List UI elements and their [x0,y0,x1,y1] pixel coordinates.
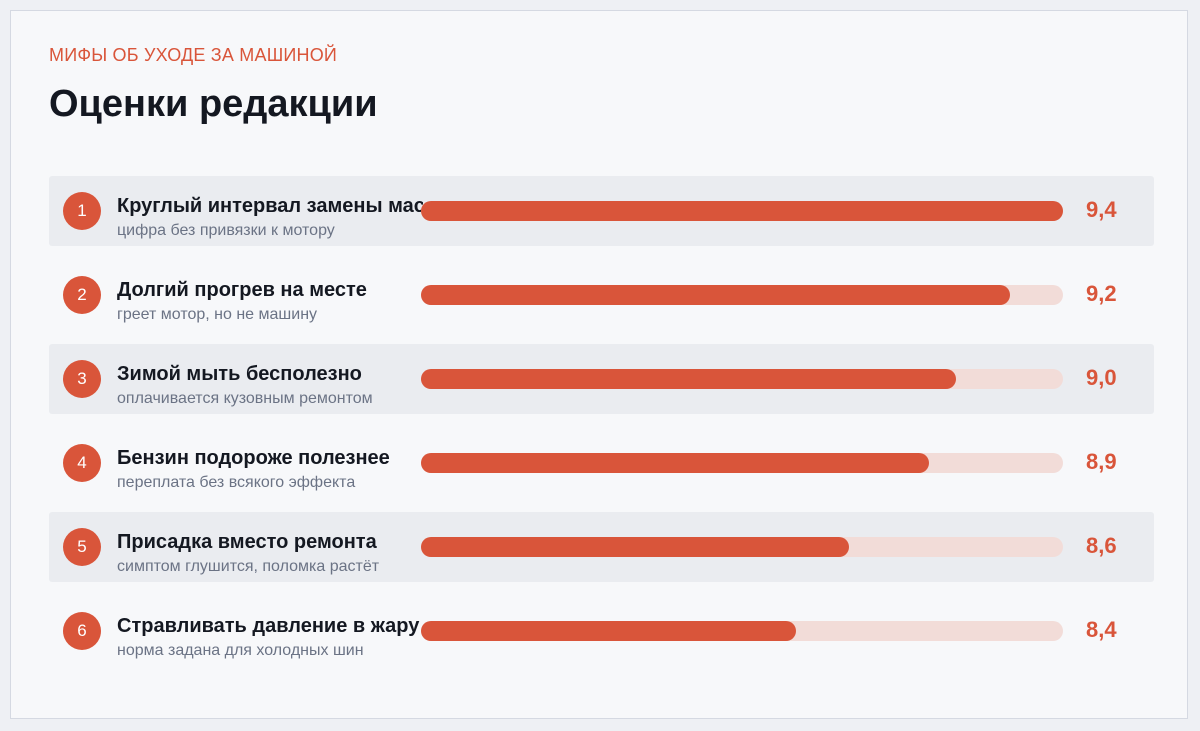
myth-label: Присадка вместо ремонта [117,531,377,553]
score-value: 9,4 [1086,197,1117,222]
score-value: 8,9 [1086,449,1117,474]
myth-label: Круглый интервал замены масла [117,195,423,217]
myth-subtitle: цифра без привязки к мотору [117,222,335,239]
rank-badge: 2 [63,276,101,314]
rating-row: 2 Долгий прогрев на месте греет мотор, н… [49,260,1154,330]
rank-badge: 4 [63,444,101,482]
bar-track [421,453,1063,473]
bar-fill [421,537,849,557]
myth-label: Долгий прогрев на месте [117,279,367,301]
bar-track [421,285,1063,305]
rank-badge: 3 [63,360,101,398]
page-title: Оценки редакции [49,83,378,125]
score-value: 8,4 [1086,617,1117,642]
bar-fill [421,369,956,389]
rating-row: 5 Присадка вместо ремонта симптом глушит… [49,512,1154,582]
rating-row: 6 Стравливать давление в жару норма зада… [49,596,1154,666]
rating-row: 3 Зимой мыть бесполезно оплачивается куз… [49,344,1154,414]
myth-subtitle: оплачивается кузовным ремонтом [117,390,373,407]
myth-subtitle: греет мотор, но не машину [117,306,318,323]
score-value: 9,0 [1086,365,1117,390]
rating-row: 4 Бензин подороже полезнее переплата без… [49,428,1154,498]
myth-subtitle: симптом глушится, поломка растёт [117,558,380,575]
bar-fill [421,453,930,473]
ratings-list: 1 Круглый интервал замены масла цифра бе… [49,176,1154,680]
rank-badge: 1 [63,192,101,230]
rank-badge: 6 [63,612,101,650]
bar-track [421,201,1063,221]
bar-fill [421,201,1063,221]
bar-fill [421,621,796,641]
bar-track [421,537,1063,557]
rank-badge: 5 [63,528,101,566]
bar-track [421,369,1063,389]
ratings-card: МИФЫ ОБ УХОДЕ ЗА МАШИНОЙ Оценки редакции… [10,10,1188,719]
kicker-label: МИФЫ ОБ УХОДЕ ЗА МАШИНОЙ [49,45,338,65]
bar-fill [421,285,1010,305]
score-value: 8,6 [1086,533,1117,558]
myth-label: Зимой мыть бесполезно [117,363,362,385]
myth-label: Бензин подороже полезнее [117,447,390,469]
rating-row: 1 Круглый интервал замены масла цифра бе… [49,176,1154,246]
score-value: 9,2 [1086,281,1117,306]
myth-subtitle: переплата без всякого эффекта [117,474,356,491]
bar-track [421,621,1063,641]
myth-subtitle: норма задана для холодных шин [117,642,364,659]
myth-label: Стравливать давление в жару [117,615,420,637]
